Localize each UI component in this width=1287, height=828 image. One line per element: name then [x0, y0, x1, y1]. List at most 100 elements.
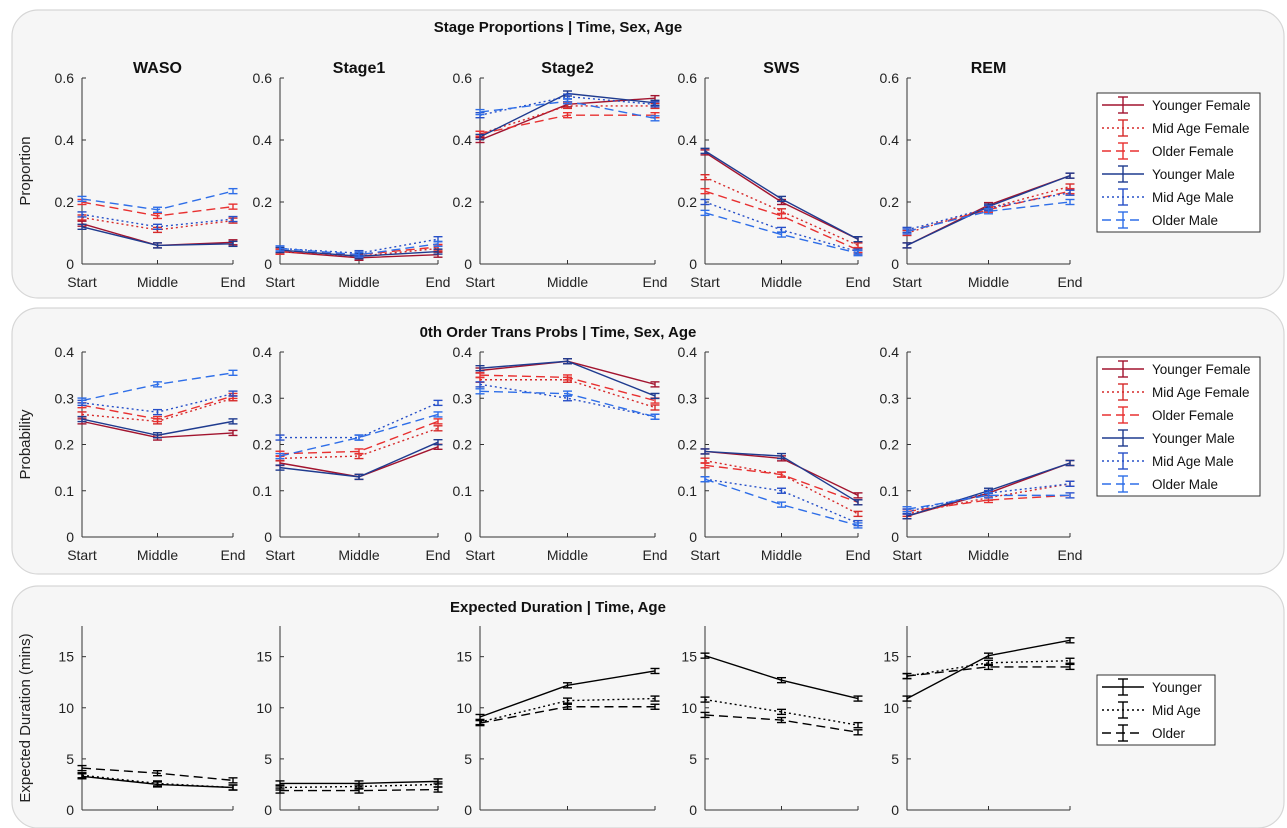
y-tick-label: 10 — [58, 700, 74, 716]
chart-row-1: Stage Proportions | Time, Sex, Age Propor… — [11, 9, 1285, 299]
legend: Younger Female Mid Age Female Older Female… — [1096, 356, 1261, 497]
y-tick-label: 0.4 — [55, 344, 75, 360]
legend-label: Younger — [1152, 680, 1202, 695]
subplot-title: Stage2 — [541, 60, 594, 77]
subplot-title: WASO — [133, 60, 182, 77]
y-tick-label: 0.4 — [678, 132, 698, 148]
y-tick-label: 5 — [891, 751, 899, 767]
legend-box — [1096, 356, 1261, 497]
subplot-title: Stage1 — [333, 60, 386, 77]
x-tick-label: Middle — [547, 547, 588, 563]
legend-label: Older Male — [1152, 213, 1218, 228]
subplot-3: 0 5 10 15 — [456, 626, 660, 818]
x-tick-label: Middle — [968, 274, 1009, 290]
y-tick-label: 5 — [264, 751, 272, 767]
y-tick-label: 15 — [456, 649, 472, 665]
y-tick-label: 10 — [883, 700, 899, 716]
y-tick-label: 0 — [264, 256, 272, 272]
series-line — [279, 247, 439, 257]
subplot-5: 0 5 10 15 — [883, 626, 1075, 818]
x-tick-label: End — [643, 274, 668, 290]
y-tick-label: 0 — [689, 256, 697, 272]
subplot-3: Stage2 0 0.2 0.4 0.6 Start Middle End — [453, 60, 668, 290]
x-tick-label: Middle — [137, 274, 178, 290]
y-tick-label: 0 — [464, 529, 472, 545]
legend: Younger Female Mid Age Female Older Female… — [1096, 92, 1261, 233]
y-tick-label: 0.4 — [880, 344, 900, 360]
x-tick-label: End — [643, 547, 668, 563]
y-tick-label: 0.2 — [678, 194, 698, 210]
y-tick-label: 0 — [689, 802, 697, 818]
y-tick-label: 0.2 — [678, 437, 698, 453]
y-tick-label: 5 — [464, 751, 472, 767]
x-tick-label: End — [426, 274, 451, 290]
series-line — [906, 660, 1071, 677]
y-tick-label: 15 — [58, 649, 74, 665]
y-tick-label: 0.4 — [453, 132, 473, 148]
y-tick-label: 0 — [264, 802, 272, 818]
x-tick-label: Middle — [761, 274, 802, 290]
row-panel-background — [11, 9, 1285, 299]
x-tick-label: Start — [690, 274, 720, 290]
x-tick-label: Start — [67, 274, 97, 290]
legend-label: Mid Age Male — [1152, 190, 1234, 205]
y-tick-label: 0 — [689, 529, 697, 545]
y-tick-label: 0 — [66, 529, 74, 545]
y-tick-label: 0.6 — [880, 70, 900, 86]
legend-label: Younger Male — [1152, 431, 1235, 446]
y-tick-label: 15 — [883, 649, 899, 665]
legend-label: Older Female — [1152, 408, 1234, 423]
subplot-1: WASO 0 0.2 0.4 0.6 Start Middle End — [55, 60, 246, 290]
y-axis-label: Proportion — [17, 136, 34, 205]
subplot-4: 0 0.1 0.2 0.3 0.4 Start Middle End — [678, 344, 871, 563]
y-tick-label: 0.3 — [880, 390, 900, 406]
legend-box — [1096, 92, 1261, 233]
y-tick-label: 15 — [681, 649, 697, 665]
series-line — [704, 698, 859, 726]
x-tick-label: Start — [892, 547, 922, 563]
y-tick-label: 0 — [66, 256, 74, 272]
x-tick-label: End — [1058, 547, 1083, 563]
y-tick-label: 0.2 — [453, 194, 473, 210]
y-tick-label: 0.4 — [453, 344, 473, 360]
y-tick-label: 0.2 — [253, 437, 273, 453]
subplot-3: 0 0.1 0.2 0.3 0.4 Start Middle End — [453, 344, 668, 563]
y-tick-label: 10 — [681, 700, 697, 716]
y-tick-label: 0 — [464, 256, 472, 272]
y-tick-label: 0.3 — [55, 390, 75, 406]
subplot-4: SWS 0 0.2 0.4 0.6 Start Middle End — [678, 60, 871, 290]
row-panel-background — [11, 307, 1285, 575]
legend-label: Older Female — [1152, 144, 1234, 159]
x-tick-label: Start — [690, 547, 720, 563]
y-tick-label: 0.3 — [453, 390, 473, 406]
row-title: 0th Order Trans Probs | Time, Sex, Age — [420, 324, 697, 341]
y-tick-label: 0 — [264, 529, 272, 545]
series-line — [704, 212, 859, 254]
y-tick-label: 10 — [256, 700, 272, 716]
x-tick-label: Start — [892, 274, 922, 290]
subplot-2: Stage1 0 0.2 0.4 0.6 Start Middle End — [253, 60, 451, 290]
y-tick-label: 0 — [464, 802, 472, 818]
y-tick-label: 0 — [891, 802, 899, 818]
y-axis-label: Expected Duration (mins) — [17, 633, 34, 802]
x-tick-label: End — [1058, 274, 1083, 290]
y-tick-label: 0.1 — [453, 483, 473, 499]
y-tick-label: 5 — [66, 751, 74, 767]
series-line — [279, 243, 439, 256]
y-tick-label: 0.2 — [253, 194, 273, 210]
legend-label: Mid Age — [1152, 703, 1201, 718]
y-tick-label: 5 — [689, 751, 697, 767]
subplot-4: 0 5 10 15 — [681, 626, 863, 818]
x-tick-label: End — [846, 547, 871, 563]
y-tick-label: 0.1 — [880, 483, 900, 499]
y-tick-label: 0.3 — [678, 390, 698, 406]
y-tick-label: 0.6 — [55, 70, 75, 86]
y-tick-label: 0.4 — [678, 344, 698, 360]
y-tick-label: 0.2 — [453, 437, 473, 453]
x-tick-label: Start — [465, 274, 495, 290]
x-tick-label: Middle — [137, 547, 178, 563]
chart-row-3: Expected Duration | Time, Age Expected Du… — [11, 585, 1285, 828]
legend-label: Younger Female — [1152, 362, 1251, 377]
y-tick-label: 0 — [891, 256, 899, 272]
subplot-title: SWS — [763, 60, 800, 77]
